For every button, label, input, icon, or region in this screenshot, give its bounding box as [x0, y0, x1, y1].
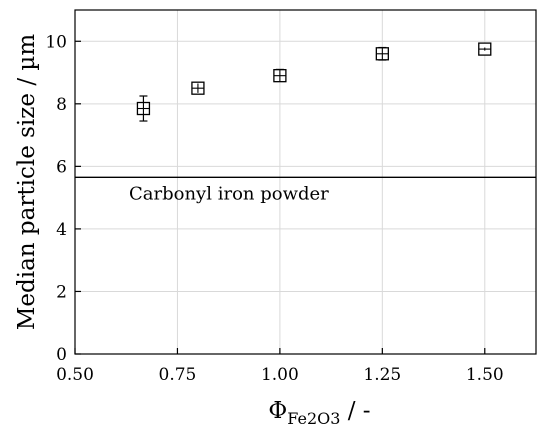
y-tick-label: 0	[56, 345, 67, 365]
grid	[74, 10, 536, 355]
data-point	[136, 95, 151, 122]
y-tick-label: 4	[56, 220, 67, 240]
x-tick-label: 0.50	[56, 365, 94, 385]
y-axis-title: Median particle size / µm	[14, 34, 40, 330]
x-tick-label: 1.50	[466, 365, 504, 385]
x-axis-title: ΦFe2O3 / -	[268, 398, 370, 428]
y-tick-label: 10	[45, 32, 67, 52]
reference-line-label: Carbonyl iron powder	[129, 183, 329, 204]
reference-line-group: Carbonyl iron powder	[75, 176, 536, 204]
x-tick-label: 1.25	[363, 365, 401, 385]
plot-frame	[74, 9, 537, 355]
y-tick-label: 6	[56, 157, 67, 177]
x-tick-label: 1.00	[261, 365, 299, 385]
data-point	[478, 42, 492, 56]
y-tick-label: 2	[56, 282, 67, 302]
y-tick-label: 8	[56, 95, 67, 115]
data-point	[191, 81, 205, 95]
x-axis-title-suffix: / -	[340, 398, 370, 424]
axis-ticks: 0.50 0.75 1.00 1.25 1.50 0 2 4 6 8 10	[45, 32, 503, 385]
x-tick-label: 0.75	[159, 365, 197, 385]
x-axis-title-subscript: Fe2O3	[287, 409, 340, 428]
data-point	[273, 68, 287, 83]
data-point	[375, 46, 389, 61]
data-points	[136, 42, 492, 122]
x-axis-title-main: Φ	[268, 398, 287, 424]
